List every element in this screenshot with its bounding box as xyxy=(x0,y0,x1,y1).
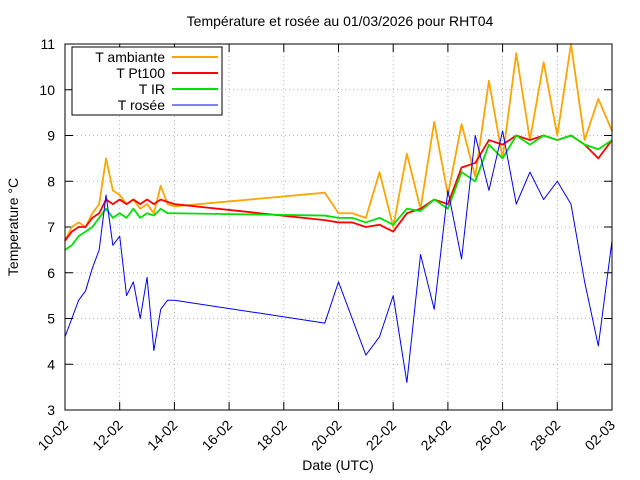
data-line xyxy=(64,43,613,242)
chart-title: Température et rosée au 01/03/2026 pour … xyxy=(187,13,494,29)
y-axis-label: Temperature °C xyxy=(5,178,21,276)
y-tick-label: 8 xyxy=(47,173,55,189)
x-axis-label: Date (UTC) xyxy=(302,457,374,473)
data-line xyxy=(64,134,613,242)
y-tick-label: 6 xyxy=(47,265,55,281)
legend-label: T Pt100 xyxy=(116,65,165,81)
legend-label: T IR xyxy=(139,81,165,97)
y-tick-label: 3 xyxy=(47,402,55,418)
legend-label: T ambiante xyxy=(95,49,165,65)
y-tick-label: 7 xyxy=(47,219,55,235)
plot-border xyxy=(64,43,613,411)
y-tick-label: 4 xyxy=(47,356,55,372)
legend-box xyxy=(71,46,223,116)
y-tick-label: 5 xyxy=(47,311,55,327)
data-line xyxy=(64,130,613,384)
y-tick-label: 9 xyxy=(47,128,55,144)
legend-label: T rosée xyxy=(118,97,165,113)
y-tick-label: 11 xyxy=(40,36,55,52)
y-tick-label: 10 xyxy=(39,82,55,98)
